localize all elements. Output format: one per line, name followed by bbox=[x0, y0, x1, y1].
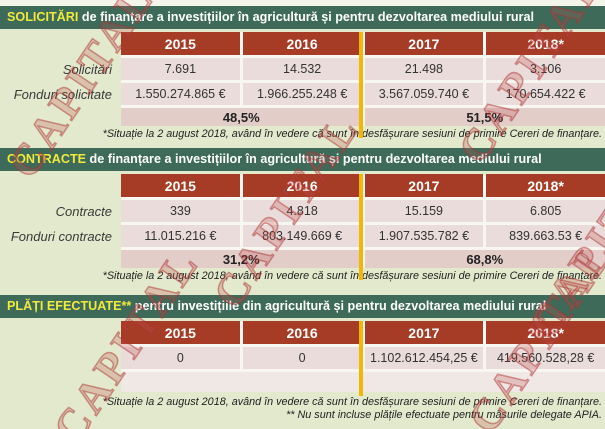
cell-fonduri-contracte-2017: 1.907.535.782 € bbox=[364, 225, 484, 247]
top-margin-strip bbox=[0, 0, 605, 6]
cell-solicitari-2018: 3.106 bbox=[486, 58, 605, 80]
cell-plati-2016: 0 bbox=[242, 347, 362, 369]
cell-fonduri-contracte-2016: 803.149.669 € bbox=[242, 225, 362, 247]
section-solicitari: SOLICITĂRI de finanțare a investițiilor … bbox=[0, 6, 605, 141]
cell-fonduri-contracte-2015: 11.015.216 € bbox=[121, 225, 240, 247]
year-header-2018: 2018* bbox=[486, 174, 605, 197]
section-title-solicitari: SOLICITĂRI de finanțare a investițiilor … bbox=[0, 6, 605, 29]
empty-row bbox=[121, 372, 605, 392]
cell-plati-2017: 1.102.612.454,25 € bbox=[364, 347, 484, 369]
section-contracte: CONTRACTE de finanțare a investițiilor î… bbox=[0, 148, 605, 283]
row-label-fonduri-solicitate: Fonduri solicitate bbox=[13, 86, 112, 102]
row-label-contracte: Contracte bbox=[55, 203, 112, 219]
row-label-solicitari: Solicitări bbox=[62, 61, 112, 77]
cell-solicitari-2015: 7.691 bbox=[121, 58, 240, 80]
footnote-plati: *Situație la 2 august 2018, având în ved… bbox=[102, 396, 602, 408]
row-labels-empty bbox=[0, 321, 121, 392]
percent-left: 48,5% bbox=[121, 108, 362, 126]
data-grid: 2015 2016 2017 2018* 0 0 1.102.612.454,2… bbox=[121, 321, 605, 396]
percent-right: 68,8% bbox=[364, 250, 605, 268]
year-header-2016: 2016 bbox=[242, 174, 362, 197]
cell-fonduri-2015: 1.550.274.865 € bbox=[121, 83, 240, 105]
title-rest: de finanțare a investițiilor în agricult… bbox=[86, 152, 542, 166]
year-header-2016: 2016 bbox=[242, 32, 362, 55]
table-solicitari: Solicitări Fonduri solicitate 2015 2016 … bbox=[0, 32, 605, 138]
row-labels: Solicitări Fonduri solicitate bbox=[0, 32, 121, 126]
cell-contracte-2015: 339 bbox=[121, 200, 240, 222]
cell-fonduri-2018: 170.654.422 € bbox=[486, 83, 605, 105]
year-header-2015: 2015 bbox=[121, 174, 240, 197]
percent-right: 51,5% bbox=[364, 108, 605, 126]
percent-left: 31,2% bbox=[121, 250, 362, 268]
row-labels: Contracte Fonduri contracte bbox=[0, 174, 121, 268]
year-header-2018: 2018* bbox=[486, 321, 605, 344]
year-header-2018: 2018* bbox=[486, 32, 605, 55]
section-plati: PLĂȚI EFECTUATE** pentru investițiile di… bbox=[0, 295, 605, 422]
period-divider-line bbox=[359, 321, 363, 396]
title-highlight: PLĂȚI EFECTUATE** bbox=[7, 299, 132, 313]
cell-plati-2015: 0 bbox=[121, 347, 240, 369]
footnote-contracte: *Situație la 2 august 2018, având în ved… bbox=[102, 270, 602, 282]
year-header-2017: 2017 bbox=[364, 32, 484, 55]
title-rest: de finanțare a investițiilor în agricult… bbox=[78, 10, 534, 24]
footnote-apia: ** Nu sunt incluse plățile efectuate pen… bbox=[286, 409, 602, 421]
cell-plati-2018: 419.560.528,28 € bbox=[486, 347, 605, 369]
cell-contracte-2017: 15.159 bbox=[364, 200, 484, 222]
cell-contracte-2016: 4.818 bbox=[242, 200, 362, 222]
section-title-contracte: CONTRACTE de finanțare a investițiilor î… bbox=[0, 148, 605, 171]
footnote-solicitari: *Situație la 2 august 2018, având în ved… bbox=[102, 128, 602, 140]
year-header-2015: 2015 bbox=[121, 321, 240, 344]
data-grid: 2015 2016 2017 2018* 7.691 14.532 21.498… bbox=[121, 32, 605, 138]
table-plati: 2015 2016 2017 2018* 0 0 1.102.612.454,2… bbox=[0, 321, 605, 396]
data-grid: 2015 2016 2017 2018* 339 4.818 15.159 6.… bbox=[121, 174, 605, 280]
period-divider-line bbox=[359, 32, 363, 138]
cell-fonduri-2017: 3.567.059.740 € bbox=[364, 83, 484, 105]
title-rest: pentru investițiile din agricultură și p… bbox=[131, 299, 547, 313]
section-title-plati: PLĂȚI EFECTUATE** pentru investițiile di… bbox=[0, 295, 605, 318]
year-header-2016: 2016 bbox=[242, 321, 362, 344]
year-header-2017: 2017 bbox=[364, 174, 484, 197]
table-contracte: Contracte Fonduri contracte 2015 2016 20… bbox=[0, 174, 605, 280]
row-label-fonduri-contracte: Fonduri contracte bbox=[10, 228, 112, 244]
year-header-2015: 2015 bbox=[121, 32, 240, 55]
period-divider-line bbox=[359, 174, 363, 280]
cell-fonduri-2016: 1.966.255.248 € bbox=[242, 83, 362, 105]
title-highlight: CONTRACTE bbox=[7, 152, 87, 166]
cell-contracte-2018: 6.805 bbox=[486, 200, 605, 222]
year-header-2017: 2017 bbox=[364, 321, 484, 344]
cell-solicitari-2017: 21.498 bbox=[364, 58, 484, 80]
cell-solicitari-2016: 14.532 bbox=[242, 58, 362, 80]
title-highlight: SOLICITĂRI bbox=[7, 10, 79, 24]
cell-fonduri-contracte-2018: 839.663.53 € bbox=[486, 225, 605, 247]
